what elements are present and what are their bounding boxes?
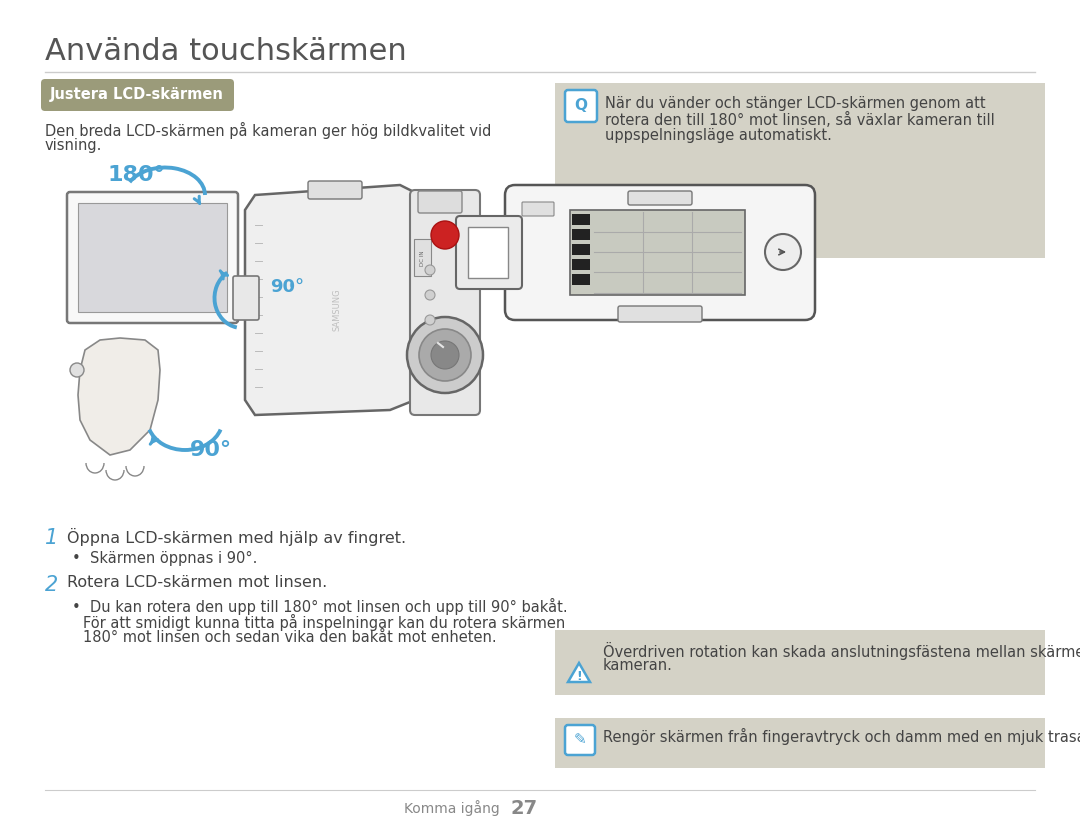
Circle shape [70,363,84,377]
Text: °: ° [288,283,293,293]
Circle shape [431,341,459,369]
Polygon shape [568,663,590,682]
Text: •  Skärmen öppnas i 90°.: • Skärmen öppnas i 90°. [72,551,257,566]
FancyBboxPatch shape [233,276,259,320]
Text: Komma igång: Komma igång [404,800,500,816]
FancyBboxPatch shape [572,244,590,255]
Text: 180°: 180° [108,165,165,185]
Text: kameran.: kameran. [603,658,673,673]
Text: Q: Q [575,98,588,114]
FancyBboxPatch shape [572,229,590,240]
Circle shape [426,265,435,275]
Circle shape [426,290,435,300]
Circle shape [426,315,435,325]
FancyBboxPatch shape [468,227,508,278]
Text: För att smidigt kunna titta på inspelningar kan du rotera skärmen: För att smidigt kunna titta på inspelnin… [83,614,565,631]
Text: DC IN: DC IN [419,250,424,266]
FancyBboxPatch shape [618,306,702,322]
Text: 180° mot linsen och sedan vika den bakåt mot enheten.: 180° mot linsen och sedan vika den bakåt… [83,630,497,645]
Circle shape [431,221,459,249]
FancyBboxPatch shape [410,190,480,415]
FancyBboxPatch shape [555,630,1045,695]
FancyBboxPatch shape [67,192,238,323]
Text: visning.: visning. [45,138,103,153]
FancyBboxPatch shape [572,274,590,285]
FancyBboxPatch shape [308,181,362,199]
FancyBboxPatch shape [627,191,692,205]
Text: !: ! [576,671,582,683]
Text: ✎: ✎ [573,733,586,747]
FancyBboxPatch shape [505,185,815,320]
Circle shape [407,317,483,393]
Text: uppspelningsläge automatiskt.: uppspelningsläge automatiskt. [605,128,832,143]
Text: 1: 1 [45,528,58,548]
Text: Rengör skärmen från fingeravtryck och damm med en mjuk trasa.: Rengör skärmen från fingeravtryck och da… [603,728,1080,744]
Text: När du vänder och stänger LCD-skärmen genom att: När du vänder och stänger LCD-skärmen ge… [605,96,986,111]
FancyBboxPatch shape [555,718,1045,768]
Circle shape [765,234,801,270]
Text: Öppna LCD-skärmen med hjälp av fingret.: Öppna LCD-skärmen med hjälp av fingret. [67,528,406,546]
FancyBboxPatch shape [572,214,590,225]
Text: Rotera LCD-skärmen mot linsen.: Rotera LCD-skärmen mot linsen. [67,575,327,590]
Text: 90°: 90° [270,278,305,296]
FancyBboxPatch shape [565,725,595,755]
Text: rotera den till 180° mot linsen, så växlar kameran till: rotera den till 180° mot linsen, så växl… [605,112,995,128]
Text: Använda touchskärmen: Använda touchskärmen [45,37,407,67]
FancyBboxPatch shape [456,216,522,289]
FancyBboxPatch shape [570,210,745,295]
Polygon shape [78,338,160,455]
Text: Den breda LCD-skärmen på kameran ger hög bildkvalitet vid: Den breda LCD-skärmen på kameran ger hög… [45,122,491,139]
FancyBboxPatch shape [418,191,462,213]
FancyBboxPatch shape [555,83,1045,258]
Text: Justera LCD-skärmen: Justera LCD-skärmen [50,87,224,102]
Text: SAMSUNG: SAMSUNG [333,289,341,332]
Polygon shape [245,185,430,415]
FancyBboxPatch shape [78,203,227,312]
Circle shape [419,329,471,381]
Text: Överdriven rotation kan skada anslutningsfästena mellan skärmen och: Överdriven rotation kan skada anslutning… [603,642,1080,660]
FancyBboxPatch shape [522,202,554,216]
FancyBboxPatch shape [572,259,590,270]
Text: •  Du kan rotera den upp till 180° mot linsen och upp till 90° bakåt.: • Du kan rotera den upp till 180° mot li… [72,598,568,615]
Text: 2: 2 [45,575,58,595]
FancyBboxPatch shape [41,79,234,111]
Text: 27: 27 [510,799,537,818]
Text: 90°: 90° [190,440,232,460]
FancyBboxPatch shape [414,239,431,276]
FancyBboxPatch shape [565,90,597,122]
